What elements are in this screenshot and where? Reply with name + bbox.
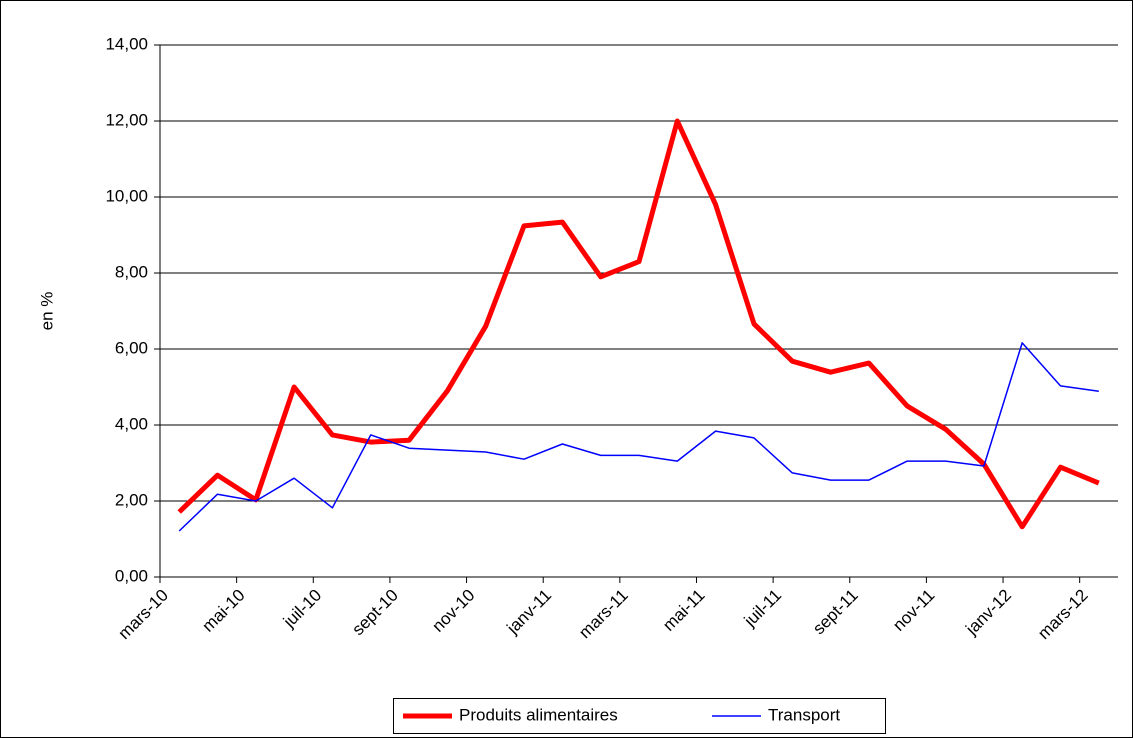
data-line	[178, 342, 1099, 532]
y-tick-label: 6,00	[115, 338, 148, 357]
y-tick-label: 4,00	[115, 414, 148, 433]
legend-label: Produits alimentaires	[459, 705, 618, 724]
y-tick-label: 2,00	[115, 490, 148, 509]
y-tick-label: 12,00	[105, 110, 148, 129]
legend-box	[393, 698, 886, 734]
y-tick-label: 14,00	[105, 34, 148, 53]
data-line	[177, 118, 1100, 530]
y-tick-label: 0,00	[115, 566, 148, 585]
y-axis-label: en %	[37, 292, 56, 331]
y-tick-label: 10,00	[105, 186, 148, 205]
y-tick-label: 8,00	[115, 262, 148, 281]
legend-label: Transport	[768, 705, 840, 724]
